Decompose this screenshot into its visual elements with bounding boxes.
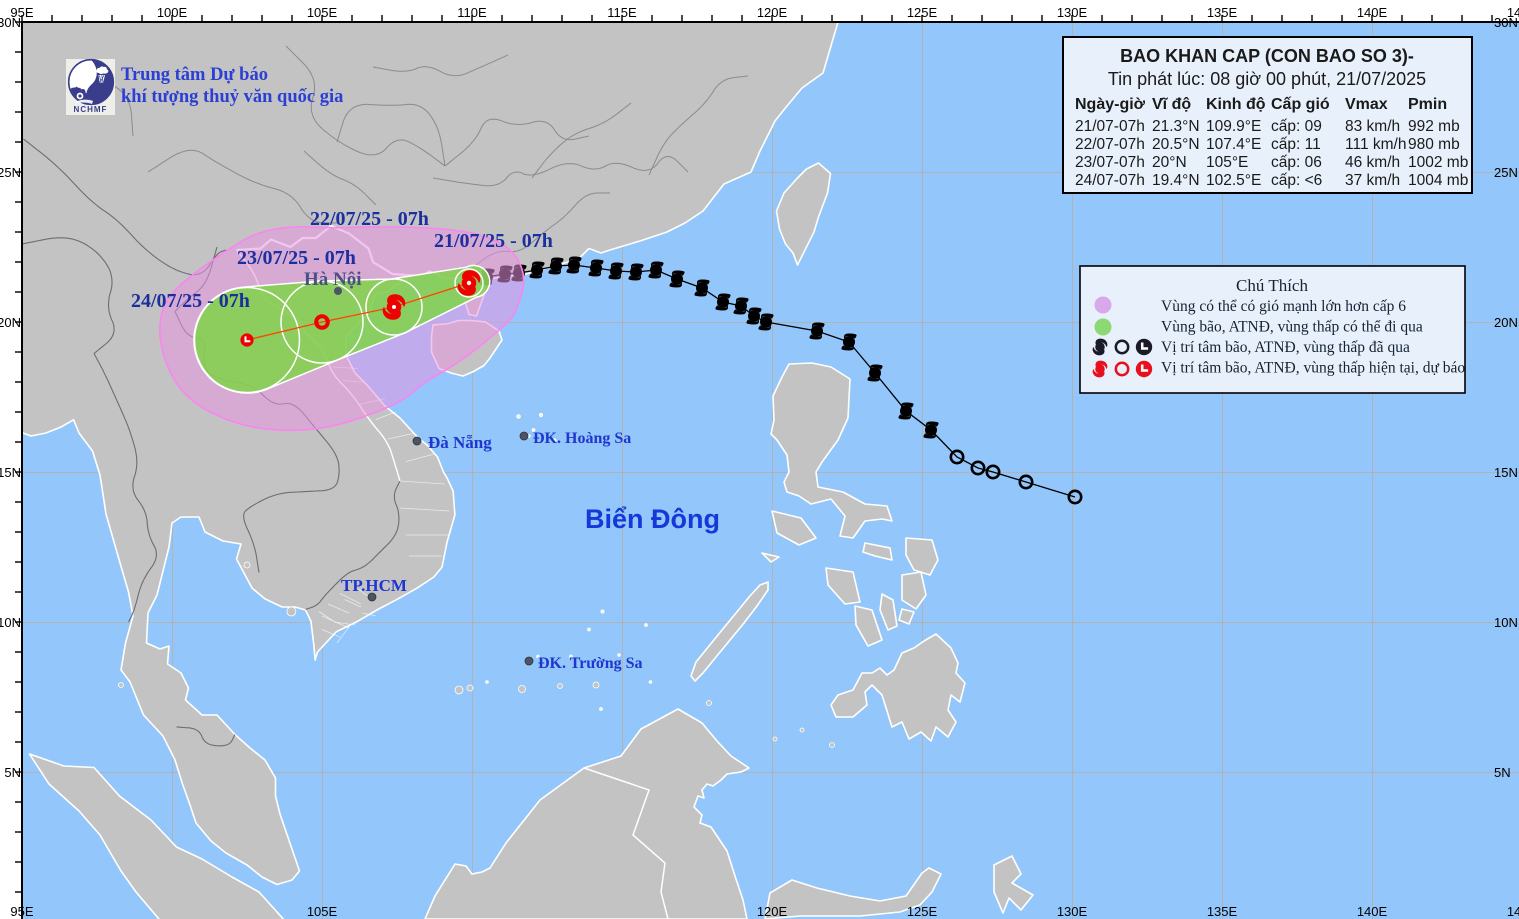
svg-text:Vĩ độ: Vĩ độ	[1152, 96, 1191, 113]
svg-text:23/07-07h: 23/07-07h	[1075, 154, 1145, 171]
svg-text:10N: 10N	[0, 615, 21, 630]
svg-text:120E: 120E	[757, 904, 788, 919]
svg-text:1002 mb: 1002 mb	[1408, 154, 1468, 171]
svg-text:102.5°E: 102.5°E	[1206, 172, 1261, 189]
svg-text:Vị trí tâm bão, ATNĐ, vùng thấ: Vị trí tâm bão, ATNĐ, vùng thấp đã qua	[1161, 339, 1410, 356]
svg-text:115E: 115E	[607, 5, 637, 20]
svg-text:20N: 20N	[1494, 315, 1518, 330]
svg-text:105E: 105E	[307, 5, 338, 20]
svg-text:Pmin: Pmin	[1408, 96, 1447, 113]
svg-text:135E: 135E	[1207, 5, 1238, 20]
svg-text:37 km/h: 37 km/h	[1345, 172, 1400, 189]
svg-text:22/07-07h: 22/07-07h	[1075, 136, 1145, 153]
svg-text:21.3°N: 21.3°N	[1152, 118, 1200, 135]
svg-text:100E: 100E	[157, 5, 188, 20]
svg-text:19.4°N: 19.4°N	[1152, 172, 1200, 189]
svg-text:140E: 140E	[1357, 5, 1388, 20]
svg-text:cấp: 09: cấp: 09	[1271, 118, 1322, 135]
svg-text:15N: 15N	[0, 465, 21, 480]
svg-text:Chú Thích: Chú Thích	[1236, 276, 1308, 295]
svg-text:992 mb: 992 mb	[1408, 118, 1460, 135]
svg-text:125E: 125E	[907, 5, 938, 20]
svg-text:Vị trí tâm bão, ATNĐ, vùng thấ: Vị trí tâm bão, ATNĐ, vùng thấp hiện tại…	[1161, 360, 1465, 377]
svg-text:105°E: 105°E	[1206, 154, 1248, 171]
svg-text:cấp: <6: cấp: <6	[1271, 172, 1322, 189]
svg-text:46 km/h: 46 km/h	[1345, 154, 1400, 171]
svg-text:ĐK. Hoàng Sa: ĐK. Hoàng Sa	[533, 430, 631, 447]
svg-text:Vùng bão, ATNĐ, vùng thấp có t: Vùng bão, ATNĐ, vùng thấp có thể đi qua	[1161, 319, 1423, 336]
svg-text:109.9°E: 109.9°E	[1206, 118, 1261, 135]
svg-text:83 km/h: 83 km/h	[1345, 118, 1400, 135]
svg-text:25N: 25N	[1494, 165, 1518, 180]
svg-text:107.4°E: 107.4°E	[1206, 136, 1261, 153]
svg-text:Đà Nẵng: Đà Nẵng	[428, 433, 492, 452]
svg-text:ĐK. Trường Sa: ĐK. Trường Sa	[538, 655, 643, 672]
svg-text:24/07/25 - 07h: 24/07/25 - 07h	[131, 290, 250, 312]
svg-text:111 km/h: 111 km/h	[1345, 136, 1406, 153]
svg-text:130E: 130E	[1057, 5, 1088, 20]
svg-text:Tin phát lúc: 08 giờ 00 phút,: Tin phát lúc: 08 giờ 00 phút, 21/07/2025	[1108, 69, 1426, 89]
svg-text:140E: 140E	[1357, 904, 1388, 919]
svg-text:Cấp gió: Cấp gió	[1271, 96, 1330, 113]
svg-text:125E: 125E	[907, 904, 938, 919]
svg-text:NCHMF: NCHMF	[74, 105, 108, 114]
svg-text:21/07/25 - 07h: 21/07/25 - 07h	[434, 230, 553, 252]
svg-text:20.5°N: 20.5°N	[1152, 136, 1200, 153]
svg-text:1004 mb: 1004 mb	[1408, 172, 1468, 189]
svg-text:25N: 25N	[0, 165, 21, 180]
svg-text:21/07-07h: 21/07-07h	[1075, 118, 1145, 135]
svg-text:Vùng có thể có gió mạnh lớn hơ: Vùng có thể có gió mạnh lớn hơn cấp 6	[1161, 298, 1406, 315]
svg-text:95E: 95E	[10, 5, 33, 20]
svg-text:23/07/25 - 07h: 23/07/25 - 07h	[237, 247, 356, 269]
svg-text:cấp: 11: cấp: 11	[1271, 136, 1321, 153]
svg-text:Trung tâm Dự báo: Trung tâm Dự báo	[121, 65, 268, 85]
svg-text:cấp: 06: cấp: 06	[1271, 154, 1322, 171]
svg-text:Biển Đông: Biển Đông	[585, 504, 720, 534]
svg-text:BAO KHAN CAP (CON BAO SO 3)-: BAO KHAN CAP (CON BAO SO 3)-	[1120, 46, 1414, 66]
svg-text:Vmax: Vmax	[1345, 96, 1388, 113]
svg-text:Hà Nội: Hà Nội	[304, 269, 362, 290]
svg-text:120E: 120E	[757, 5, 788, 20]
svg-text:10N: 10N	[1494, 615, 1518, 630]
svg-text:30N: 30N	[0, 15, 21, 30]
svg-text:110E: 110E	[457, 5, 487, 20]
svg-text:130E: 130E	[1057, 904, 1088, 919]
svg-text:Ngày-giờ: Ngày-giờ	[1075, 96, 1146, 113]
svg-text:Kinh độ: Kinh độ	[1206, 96, 1266, 113]
svg-text:5N: 5N	[4, 765, 21, 780]
svg-text:15N: 15N	[1494, 465, 1518, 480]
svg-text:95E: 95E	[10, 904, 33, 919]
svg-text:30N: 30N	[1494, 15, 1518, 30]
svg-text:20°N: 20°N	[1152, 154, 1187, 171]
svg-text:105E: 105E	[307, 904, 338, 919]
svg-text:135E: 135E	[1207, 904, 1238, 919]
svg-text:22/07/25 - 07h: 22/07/25 - 07h	[310, 208, 429, 230]
svg-text:24/07-07h: 24/07-07h	[1075, 172, 1145, 189]
svg-text:980 mb: 980 mb	[1408, 136, 1460, 153]
svg-text:145E: 145E	[1507, 904, 1519, 919]
svg-text:20N: 20N	[0, 315, 21, 330]
svg-text:145E: 145E	[1507, 5, 1519, 20]
svg-text:5N: 5N	[1494, 765, 1511, 780]
svg-text:TP.HCM: TP.HCM	[341, 576, 407, 595]
svg-text:khí tượng thuỷ văn quốc gia: khí tượng thuỷ văn quốc gia	[121, 87, 343, 107]
